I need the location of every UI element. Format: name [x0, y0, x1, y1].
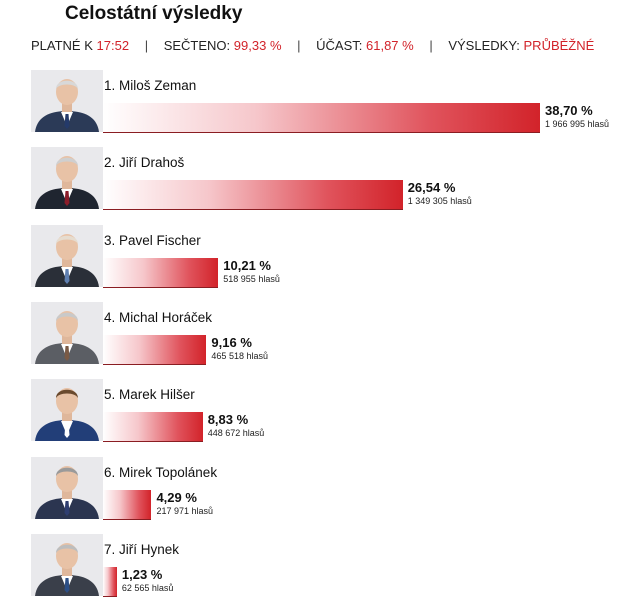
result-bar — [103, 103, 540, 133]
valid-label: PLATNÉ K — [31, 38, 93, 53]
candidate-name: 7. Jiří Hynek — [104, 541, 180, 557]
status-separator: | — [297, 38, 301, 53]
result-percent: 1,23 % — [121, 566, 163, 582]
vote-count: 465 518 hlasů — [211, 350, 268, 361]
candidate-row-4[interactable]: 4. Michal Horáček 9,16 % 465 518 hlasů — [0, 301, 631, 372]
candidate-photo — [31, 301, 103, 364]
result-percent: 10,21 % — [223, 257, 271, 273]
result-bar — [103, 412, 203, 443]
candidate-name: 6. Mirek Topolánek — [104, 464, 218, 480]
results-label: VÝSLEDKY: — [448, 38, 520, 53]
hynek-portrait-icon — [31, 533, 103, 596]
vote-count: 1 966 995 hlasů — [545, 119, 610, 129]
candidate-row-5[interactable]: 5. Marek Hilšer 8,83 % 448 672 hlasů — [0, 379, 631, 449]
result-bar — [103, 257, 219, 288]
candidate-photo — [31, 379, 103, 442]
candidate-row-1[interactable]: 1. Miloš Zeman 38,70 % 1 966 995 hlasů — [0, 70, 631, 140]
candidate-row-7[interactable]: 7. Jiří Hynek 1,23 % 62 565 hlasů — [0, 533, 631, 604]
counted-value: 99,33 % — [233, 38, 282, 53]
topolanek-portrait-icon — [31, 456, 103, 519]
status-bar: PLATNÉ K 17:52 | SEČTENO: 99,33 % | ÚČAS… — [31, 38, 594, 53]
candidate-photo — [31, 533, 103, 596]
turnout-label: ÚČAST: — [316, 38, 363, 53]
candidate-name: 1. Miloš Zeman — [104, 78, 197, 93]
vote-count: 518 955 hlasů — [223, 273, 280, 284]
candidate-name: 3. Pavel Fischer — [104, 232, 201, 248]
candidate-photo — [31, 456, 103, 519]
drahos-portrait-icon — [31, 147, 103, 210]
vote-count: 448 672 hlasů — [207, 428, 265, 439]
results-value: PRŮBĚŽNÉ — [523, 38, 595, 53]
status-separator: | — [429, 38, 433, 53]
result-bar — [103, 180, 403, 211]
page-title: Celostátní výsledky — [65, 3, 243, 24]
fischer-portrait-icon — [31, 224, 103, 287]
valid-value: 17:52 — [96, 38, 130, 53]
result-percent: 26,54 % — [407, 180, 456, 196]
horacek-portrait-icon — [31, 301, 103, 364]
result-percent: 4,29 % — [156, 489, 197, 505]
status-separator: | — [144, 38, 149, 53]
result-percent: 9,16 % — [211, 334, 252, 350]
vote-count: 62 565 hlasů — [121, 582, 174, 593]
candidate-row-2[interactable]: 2. Jiří Drahoš 26,54 % 1 349 305 hlasů — [0, 147, 631, 217]
candidate-row-6[interactable]: 6. Mirek Topolánek 4,29 % 217 971 hlasů — [0, 456, 631, 527]
candidate-row-3[interactable]: 3. Pavel Fischer 10,21 % 518 955 hlasů — [0, 224, 631, 295]
result-bar — [103, 489, 152, 520]
vote-count: 1 349 305 hlasů — [407, 196, 472, 207]
result-bar — [103, 334, 207, 365]
zeman-portrait-icon — [31, 70, 103, 132]
candidate-name: 5. Marek Hilšer — [104, 387, 195, 403]
turnout-value: 61,87 % — [366, 38, 414, 53]
candidate-photo — [31, 70, 103, 132]
result-percent: 8,83 % — [207, 412, 249, 428]
candidate-name: 2. Jiří Drahoš — [104, 155, 185, 171]
candidate-photo — [31, 147, 103, 210]
result-bar — [103, 566, 117, 597]
candidate-name: 4. Michal Horáček — [104, 309, 213, 325]
counted-label: SEČTENO: — [163, 38, 231, 53]
result-percent: 38,70 % — [545, 103, 593, 118]
candidate-photo — [31, 224, 103, 287]
vote-count: 217 971 hlasů — [156, 505, 213, 516]
hilser-portrait-icon — [31, 379, 103, 442]
